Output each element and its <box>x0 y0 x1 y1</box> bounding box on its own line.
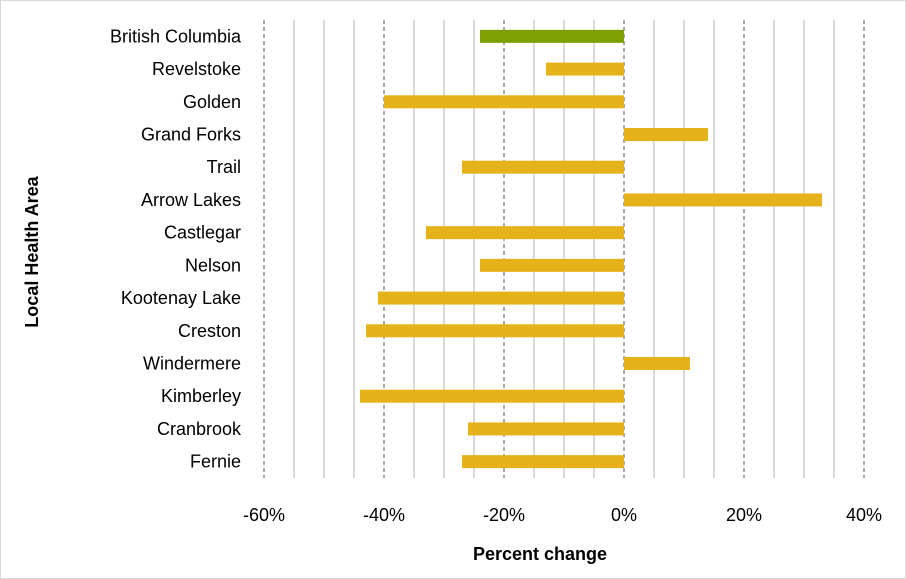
bar-grand-forks <box>624 128 708 141</box>
category-label: Cranbrook <box>157 419 242 439</box>
bar-revelstoke <box>546 62 624 76</box>
x-tick-label: -60% <box>243 505 285 525</box>
category-label: Windermere <box>143 354 241 374</box>
bar-cranbrook <box>468 422 624 436</box>
bar-creston <box>366 324 624 338</box>
category-label: Castlegar <box>164 223 241 243</box>
category-label: Grand Forks <box>141 125 241 145</box>
x-tick-label: -40% <box>363 505 405 525</box>
bars <box>360 29 822 469</box>
bar-kootenay-lake <box>378 291 624 305</box>
category-label: Fernie <box>190 452 241 472</box>
bar-castlegar <box>426 226 624 240</box>
category-label: Kootenay Lake <box>121 288 241 308</box>
category-label: British Columbia <box>110 26 242 46</box>
bar-arrow-lakes <box>624 193 822 207</box>
category-label: Kimberley <box>161 386 241 406</box>
category-label: Golden <box>183 92 241 112</box>
category-label: Trail <box>207 157 241 177</box>
y-axis-title: Local Health Area <box>22 175 42 327</box>
bar-british-columbia <box>480 29 624 43</box>
x-tick-label: 0% <box>611 505 637 525</box>
x-tick-label: 20% <box>726 505 762 525</box>
category-labels: British Columbia Revelstoke Golden Grand Fo… <box>110 26 242 471</box>
minor-gridlines <box>293 20 835 478</box>
category-label: Revelstoke <box>152 59 241 79</box>
x-tick-labels: -60% -40% -20% 0% 20% 40% <box>243 505 882 525</box>
x-tick-label: -20% <box>483 505 525 525</box>
bar-windermere <box>624 357 690 370</box>
bar-trail <box>462 160 624 174</box>
bar-golden <box>384 95 624 109</box>
bar-kimberley <box>360 389 624 403</box>
category-label: Arrow Lakes <box>141 190 241 210</box>
bar-fernie <box>462 455 624 469</box>
x-tick-label: 40% <box>846 505 882 525</box>
category-label: Creston <box>178 321 241 341</box>
category-label: Nelson <box>185 255 241 275</box>
bar-nelson <box>480 258 624 272</box>
x-axis-title: Percent change <box>473 544 607 564</box>
